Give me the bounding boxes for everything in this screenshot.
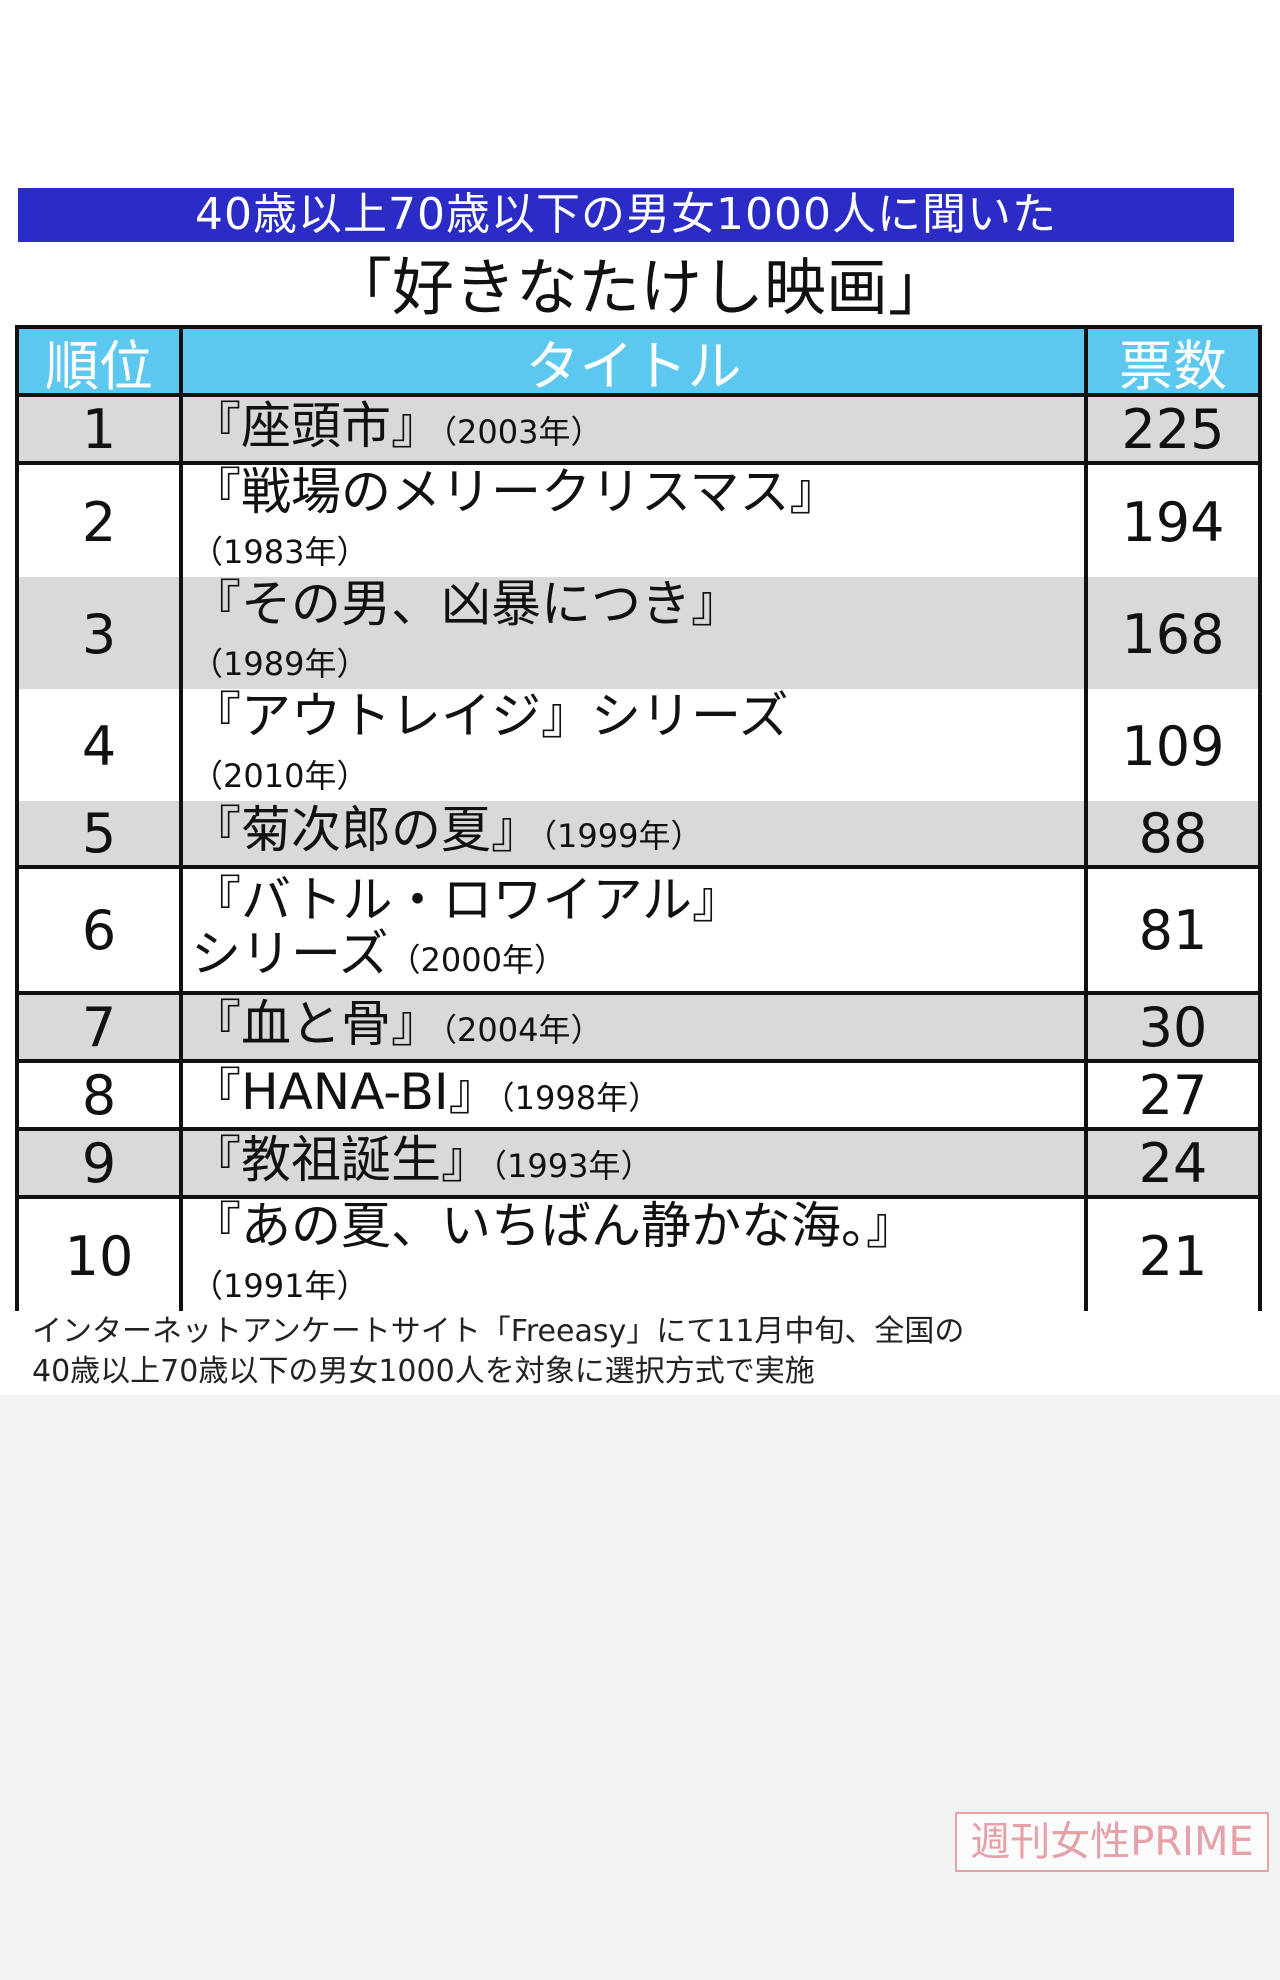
title-line: シリーズ（2000年） — [191, 927, 566, 987]
rank: 3 — [19, 577, 179, 691]
title-text: 『その男、凶暴につき』 — [191, 575, 741, 633]
title-text: 『HANA-BI』 — [191, 1063, 499, 1121]
year: （1998年） — [498, 1079, 661, 1117]
watermark: 週刊女性PRIME — [955, 1812, 1269, 1872]
year: （2003年） — [441, 413, 603, 451]
title-line: （2010年） — [191, 743, 368, 803]
votes: 88 — [1088, 801, 1258, 865]
table-row: 5 『菊次郎の夏』（1999年） 88 — [19, 801, 1258, 865]
column-header: 票数 — [1088, 329, 1258, 398]
title-text: 『血と骨』 — [191, 995, 441, 1053]
rank: 6 — [19, 869, 179, 991]
votes: 109 — [1088, 689, 1258, 803]
table-row: 10 『あの夏、いちばん静かな海。』 （1991年） 21 — [19, 1199, 1258, 1313]
title-cell: 『教祖誕生』（1993年） — [183, 1131, 1084, 1195]
table-row: 3 『その男、凶暴につき』 （1989年） 168 — [19, 577, 1258, 691]
title-text: 『バトル・ロワイアル』 — [191, 871, 742, 929]
year: （2010年） — [191, 757, 369, 795]
year: （1989年） — [191, 645, 369, 683]
votes: 30 — [1088, 995, 1258, 1059]
title-cell: 『その男、凶暴につき』 （1989年） — [183, 577, 1084, 691]
year: （1991年） — [191, 1267, 369, 1305]
header-row: 順位 タイトル 票数 — [19, 329, 1258, 398]
subtitle: 40歳以上70歳以下の男女1000人に聞いた — [18, 188, 1234, 242]
table-row: 1 『座頭市』（2003年） 225 — [19, 397, 1258, 461]
title-text: 『アウトレイジ』シリーズ — [191, 687, 789, 745]
title-cell: 『バトル・ロワイアル』 シリーズ（2000年） — [183, 869, 1084, 991]
title-line: 『教祖誕生』（1993年） — [191, 1133, 652, 1193]
title-line: （1991年） — [191, 1253, 368, 1313]
title-line: 『アウトレイジ』シリーズ — [191, 689, 789, 743]
year: （2000年） — [388, 941, 566, 979]
year: （1999年） — [541, 817, 703, 855]
title-cell: 『血と骨』（2004年） — [183, 995, 1084, 1059]
votes: 168 — [1088, 577, 1258, 691]
sheet: 40歳以上70歳以下の男女1000人に聞いた 「好きなたけし映画」 順位 タイト… — [0, 0, 1280, 1395]
title-text: 『教祖誕生』 — [191, 1131, 491, 1189]
column-header: タイトル — [183, 329, 1084, 398]
title-cell: 『戦場のメリークリスマス』 （1983年） — [183, 465, 1084, 579]
title-line: （1983年） — [191, 519, 368, 579]
rank: 7 — [19, 995, 179, 1059]
title-line: 『菊次郎の夏』（1999年） — [191, 803, 702, 863]
votes: 81 — [1088, 869, 1258, 991]
title-line: 『その男、凶暴につき』 — [191, 577, 741, 631]
table-row: 9 『教祖誕生』（1993年） 24 — [19, 1131, 1258, 1195]
rank: 8 — [19, 1063, 179, 1127]
footnote: インターネットアンケートサイト「Freeasy」にて11月中旬、全国の 40歳以… — [32, 1312, 1262, 1392]
column-header: 順位 — [19, 329, 179, 398]
votes: 27 — [1088, 1063, 1258, 1127]
title-line: 『血と骨』（2004年） — [191, 997, 602, 1057]
table-row: 7 『血と骨』（2004年） 30 — [19, 995, 1258, 1059]
title-cell: 『HANA-BI』（1998年） — [183, 1063, 1084, 1127]
ranking-table: 順位 タイトル 票数 1 『座頭市』（2003年） 225 2 『戦場のメリークリスマス… — [15, 325, 1262, 1313]
title-line: 『HANA-BI』（1998年） — [191, 1065, 660, 1125]
title-text: 『座頭市』 — [191, 397, 441, 455]
votes: 194 — [1088, 465, 1258, 579]
title-line: （1989年） — [191, 631, 368, 691]
title-line: 『バトル・ロワイアル』 — [191, 873, 742, 927]
title-cell: 『あの夏、いちばん静かな海。』 （1991年） — [183, 1199, 1084, 1313]
votes: 225 — [1088, 397, 1258, 461]
title-text: 『菊次郎の夏』 — [191, 801, 541, 859]
footnote-line: インターネットアンケートサイト「Freeasy」にて11月中旬、全国の — [32, 1314, 965, 1349]
table-row: 4 『アウトレイジ』シリーズ （2010年） 109 — [19, 689, 1258, 803]
year: （1993年） — [491, 1147, 653, 1185]
title-text: シリーズ — [191, 925, 389, 983]
title-text: 『あの夏、いちばん静かな海。』 — [191, 1197, 916, 1255]
rank: 2 — [19, 465, 179, 579]
rank: 9 — [19, 1131, 179, 1195]
title-cell: 『座頭市』（2003年） — [183, 397, 1084, 461]
title-line: 『戦場のメリークリスマス』 — [191, 465, 840, 519]
table-row: 2 『戦場のメリークリスマス』 （1983年） 194 — [19, 465, 1258, 579]
votes: 21 — [1088, 1199, 1258, 1313]
title-text: 『戦場のメリークリスマス』 — [191, 463, 840, 521]
votes: 24 — [1088, 1131, 1258, 1195]
title-cell: 『菊次郎の夏』（1999年） — [183, 801, 1084, 865]
title-cell: 『アウトレイジ』シリーズ （2010年） — [183, 689, 1084, 803]
year: （2004年） — [441, 1011, 603, 1049]
title-line: 『座頭市』（2003年） — [191, 399, 602, 459]
title: 「好きなたけし映画」 — [329, 251, 950, 324]
rank: 4 — [19, 689, 179, 803]
rank: 10 — [19, 1199, 179, 1313]
title-line: 『あの夏、いちばん静かな海。』 — [191, 1199, 916, 1253]
table-row: 6 『バトル・ロワイアル』 シリーズ（2000年） 81 — [19, 869, 1258, 991]
table-row: 8 『HANA-BI』（1998年） 27 — [19, 1063, 1258, 1127]
year: （1983年） — [191, 533, 369, 571]
rank: 1 — [19, 397, 179, 461]
rank: 5 — [19, 801, 179, 865]
footnote-line: 40歳以上70歳以下の男女1000人を対象に選択方式で実施 — [32, 1354, 815, 1389]
